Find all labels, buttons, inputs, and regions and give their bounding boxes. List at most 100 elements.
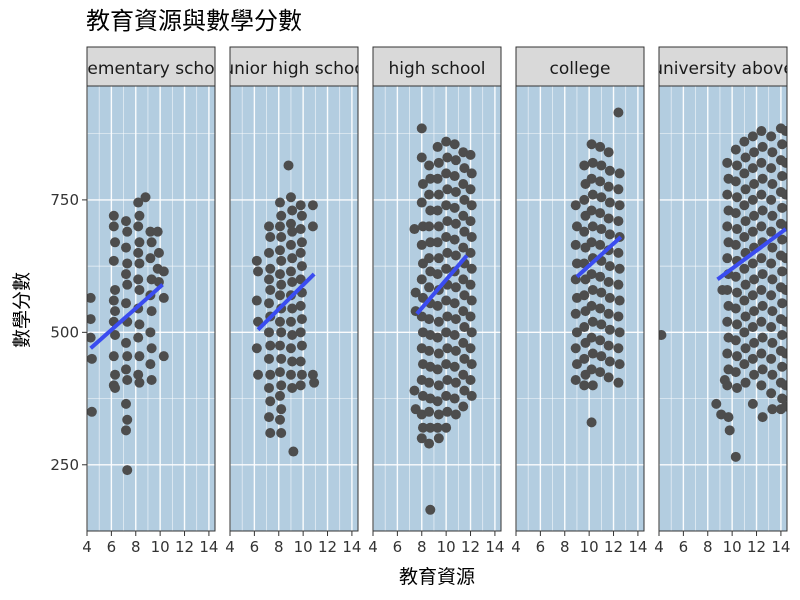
data-point	[777, 298, 787, 309]
data-point	[766, 194, 777, 205]
data-point	[274, 221, 285, 232]
data-point	[146, 343, 157, 354]
data-point	[571, 221, 582, 232]
data-point	[450, 155, 461, 166]
data-point	[739, 200, 750, 211]
data-point	[276, 327, 287, 338]
data-point	[732, 192, 743, 203]
data-point	[287, 329, 298, 340]
data-point	[466, 390, 477, 401]
data-point	[274, 269, 285, 280]
data-point	[134, 319, 145, 330]
data-point	[121, 425, 132, 436]
facet-strip-label: junior high school	[218, 59, 370, 79]
data-point	[466, 168, 477, 179]
data-point	[134, 210, 145, 221]
data-point	[295, 356, 306, 367]
data-point	[276, 255, 287, 266]
data-point	[110, 369, 121, 380]
data-point	[595, 271, 606, 282]
data-point	[449, 393, 460, 404]
x-axis-label: 教育資源	[399, 566, 475, 588]
data-point	[264, 353, 275, 364]
data-point	[265, 284, 276, 295]
data-point	[432, 364, 443, 375]
data-point	[739, 327, 750, 338]
data-point	[586, 139, 597, 150]
data-point	[740, 279, 751, 290]
data-point	[579, 290, 590, 301]
data-point	[595, 208, 606, 219]
data-point	[122, 226, 133, 237]
data-point	[740, 216, 751, 227]
y-tick-label: 500	[50, 323, 79, 341]
data-point	[465, 343, 476, 354]
x-tick-label: 12	[747, 538, 766, 556]
data-point	[777, 361, 787, 372]
data-point	[274, 316, 285, 327]
data-point	[579, 160, 590, 171]
data-point	[767, 369, 778, 380]
data-point	[579, 194, 590, 205]
x-tick-label: 12	[175, 538, 194, 556]
facet-strip	[229, 46, 359, 87]
data-point	[595, 367, 606, 378]
data-point	[110, 382, 121, 393]
data-point	[579, 353, 590, 364]
data-point	[251, 255, 262, 266]
data-point	[296, 261, 307, 272]
data-point	[465, 216, 476, 227]
data-point	[603, 181, 614, 192]
y-tick-label: 750	[50, 191, 79, 209]
data-point	[264, 327, 275, 338]
data-point	[766, 353, 777, 364]
data-point	[732, 319, 743, 330]
data-point	[596, 160, 607, 171]
data-point	[424, 189, 435, 200]
data-point	[264, 274, 275, 285]
data-point	[777, 234, 787, 245]
data-point	[296, 210, 307, 221]
data-point	[459, 226, 470, 237]
x-tick-label: 12	[461, 538, 480, 556]
data-point	[571, 327, 582, 338]
data-point	[780, 189, 787, 200]
data-point	[87, 292, 96, 303]
data-point	[730, 144, 741, 155]
data-point	[146, 306, 157, 317]
data-point	[287, 303, 298, 314]
data-point	[757, 141, 768, 152]
data-point	[767, 147, 778, 158]
data-point	[145, 253, 156, 264]
data-point	[265, 231, 276, 242]
data-point	[739, 295, 750, 306]
data-point	[466, 327, 477, 338]
data-point	[459, 322, 470, 333]
data-point	[441, 231, 452, 242]
data-point	[730, 271, 741, 282]
data-point	[158, 266, 169, 277]
data-point	[287, 277, 298, 288]
data-point	[723, 412, 734, 423]
data-point	[122, 279, 133, 290]
data-point	[466, 263, 477, 274]
data-point	[571, 359, 582, 370]
panel-border	[515, 85, 645, 532]
data-point	[613, 377, 624, 388]
data-point	[285, 239, 296, 250]
data-point	[757, 332, 768, 343]
data-point	[459, 353, 470, 364]
data-point	[570, 343, 581, 354]
data-point	[739, 359, 750, 370]
data-point	[747, 163, 758, 174]
data-point	[108, 351, 119, 362]
data-point	[449, 298, 460, 309]
data-point	[732, 160, 743, 171]
data-point	[274, 197, 285, 208]
data-point	[450, 250, 461, 261]
x-tick-label: 8	[274, 538, 284, 556]
data-point	[777, 266, 787, 277]
data-point	[432, 269, 443, 280]
data-point	[747, 226, 758, 237]
points-group	[570, 107, 625, 428]
